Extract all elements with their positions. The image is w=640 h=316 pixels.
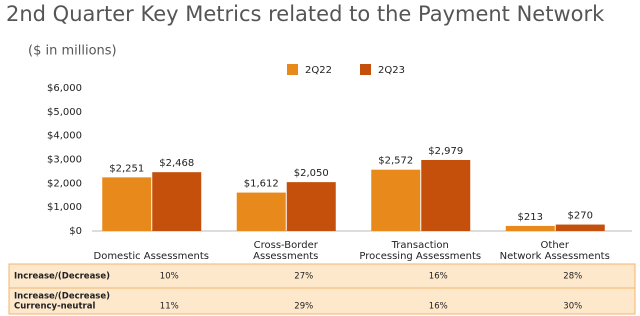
bar (152, 172, 202, 231)
bar (421, 160, 471, 231)
row-label: Currency-neutral (14, 302, 95, 312)
value-label: $270 (568, 211, 593, 222)
bar (286, 182, 336, 231)
bar (505, 225, 555, 231)
table-cell: 10% (160, 272, 179, 282)
bar (371, 169, 421, 231)
table-cell: 11% (160, 302, 179, 312)
legend-swatch (287, 64, 298, 75)
bar (102, 177, 152, 231)
value-label: $213 (518, 212, 543, 223)
x-tick-label: Network Assessments (500, 251, 610, 262)
y-tick-label: $6,000 (47, 83, 82, 94)
value-label: $2,979 (428, 146, 463, 157)
legend-label: 2Q23 (378, 65, 405, 76)
x-tick-label: Assessments (253, 251, 318, 262)
table-cell: 30% (563, 302, 582, 312)
legend-label: 2Q22 (305, 65, 332, 76)
table-cell: 27% (294, 272, 313, 282)
x-tick-label: Processing Assessments (359, 251, 481, 262)
value-label: $2,050 (294, 168, 329, 179)
bar (555, 224, 605, 231)
value-label: $1,612 (244, 179, 279, 190)
row-label: Increase/(Decrease) (14, 272, 110, 282)
value-label: $2,468 (159, 158, 194, 169)
y-tick-label: $1,000 (47, 202, 82, 213)
y-tick-label: $2,000 (47, 178, 82, 189)
y-tick-label: $4,000 (47, 131, 82, 142)
value-label: $2,572 (378, 156, 413, 167)
legend-swatch (360, 64, 371, 75)
x-tick-label: Other (541, 240, 570, 251)
x-tick-label: Transaction (391, 240, 449, 251)
x-tick-label: Cross-Border (254, 240, 319, 251)
value-label: $2,251 (109, 163, 144, 174)
y-tick-label: $3,000 (47, 155, 82, 166)
y-tick-label: $5,000 (47, 107, 82, 118)
y-tick-label: $0 (69, 226, 82, 237)
table-cell: 28% (563, 272, 582, 282)
table-cell: 16% (429, 302, 448, 312)
row-label: Increase/(Decrease) (14, 292, 110, 302)
x-tick-label: Domestic Assessments (94, 251, 210, 262)
table-cell: 29% (294, 302, 313, 312)
bar (236, 192, 286, 231)
chart-subtitle: ($ in millions) (28, 44, 117, 59)
table-cell: 16% (429, 272, 448, 282)
chart-title: 2nd Quarter Key Metrics related to the P… (6, 2, 605, 26)
table-row (8, 287, 636, 315)
